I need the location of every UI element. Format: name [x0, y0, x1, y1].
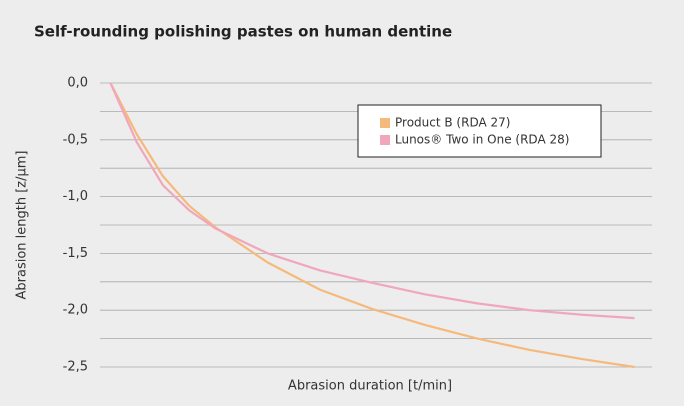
- y-axis-label: Abrasion length [z/µm]: [15, 150, 30, 299]
- legend-box: [357, 104, 602, 158]
- chart-title: Self-rounding polishing pastes on human …: [34, 23, 452, 41]
- y-tick-label: 0,0: [67, 76, 88, 91]
- y-tick-label: -0,5: [63, 132, 88, 147]
- y-tick-label: -1,5: [63, 246, 88, 261]
- legend-swatch: [380, 118, 390, 128]
- x-axis-label: Abrasion duration [t/min]: [288, 379, 452, 394]
- y-tick-label: -2,0: [63, 303, 88, 318]
- series-line: [109, 82, 635, 320]
- legend-label: Lunos® Two in One (RDA 28): [395, 133, 569, 147]
- y-tick-label: -1,0: [63, 189, 88, 204]
- series-line: [109, 82, 635, 369]
- legend-label: Product B (RDA 27): [395, 116, 510, 130]
- y-tick-label: -2,5: [63, 360, 88, 375]
- legend-swatch: [380, 135, 390, 145]
